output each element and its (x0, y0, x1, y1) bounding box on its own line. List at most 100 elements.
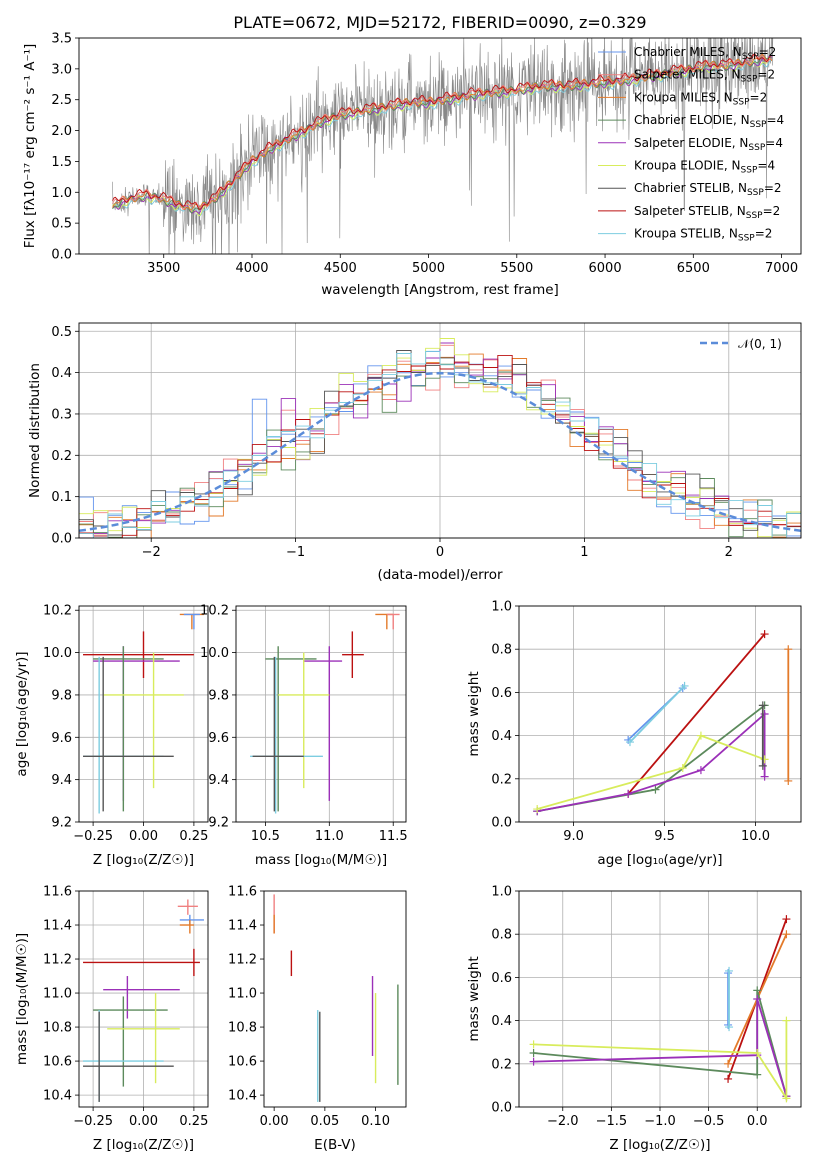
weight-marker (760, 630, 769, 639)
x-tick-label: −2 (142, 545, 161, 560)
weight-marker (696, 766, 705, 775)
panel-3: −0.25 0.00 0.25 9.2 9.4 9.6 9.8 10.0 10.2 Z [log₁… (14, 604, 209, 868)
panel-5: 9.0 9.5 10.0 0.0 0.2 0.4 0.6 0.8 1.0 age [log₁₀(a… (466, 600, 802, 868)
x-axis-label: age [log₁₀(age/yr)] (597, 852, 722, 868)
y-tick-label: 10.2 (200, 604, 229, 619)
y-axis-label: Flux [fλ10⁻¹⁷ erg cm⁻² s⁻¹ A⁻¹] (22, 44, 38, 249)
y-tick-label: 3.5 (51, 32, 72, 47)
weight-marker (782, 930, 791, 939)
legend-entry: Chabrier STELIB, NSSP=2 (634, 181, 782, 198)
y-axis-label: Normed distribution (27, 363, 43, 498)
y-tick-label: 9.8 (208, 688, 229, 703)
x-tick-label: 5000 (412, 261, 445, 276)
y-tick-label: 0.2 (51, 449, 72, 464)
y-tick-label: 1.0 (51, 186, 72, 201)
legend-entry: Salpeter ELODIE, NSSP=4 (634, 136, 783, 153)
x-tick-label: 11.5 (379, 829, 408, 844)
x-tick-label: 6000 (589, 261, 622, 276)
weight-marker (651, 785, 660, 794)
weight-marker (725, 1023, 734, 1032)
y-tick-label: 11.6 (43, 885, 72, 900)
y-tick-label: 0.0 (491, 816, 512, 831)
y-tick-label: 1.0 (491, 885, 512, 900)
x-tick-label: 11.0 (315, 829, 344, 844)
x-tick-label: 4000 (235, 261, 268, 276)
x-tick-label: 5500 (500, 261, 533, 276)
y-tick-label: 0.5 (51, 217, 72, 232)
y-tick-label: 0.8 (491, 643, 512, 658)
x-tick-label: −0.25 (73, 1114, 113, 1129)
legend-entry: Salpeter MILES, NSSP=2 (634, 68, 775, 85)
x-tick-label: −1 (286, 545, 305, 560)
legend-entry: Chabrier MILES, NSSP=2 (634, 45, 776, 62)
chart-title: PLATE=0672, MJD=52172, FIBERID=0090, z=0… (233, 13, 646, 32)
y-tick-label: 9.6 (208, 731, 229, 746)
weight-marker (753, 1049, 762, 1057)
x-axis-label: E(B-V) (314, 1137, 356, 1153)
weight-marker (724, 1074, 733, 1083)
y-tick-label: 0.1 (51, 490, 72, 505)
x-tick-label: 4500 (324, 261, 357, 276)
y-tick-label: 0.4 (51, 366, 72, 381)
weight-marker (724, 1059, 733, 1068)
y-axis-label: mass weight (466, 671, 482, 756)
x-tick-label: 2 (725, 545, 733, 560)
weight-marker (784, 776, 793, 785)
x-tick-label: −1.0 (644, 1114, 676, 1129)
x-tick-label: −0.25 (73, 829, 113, 844)
legend-entry: 𝒩(0, 1) (738, 337, 782, 351)
y-tick-label: 11.6 (228, 885, 257, 900)
y-tick-label: 1.0 (491, 600, 512, 615)
model-spectrum-salpeter_miles (112, 54, 773, 210)
y-tick-label: 9.6 (51, 731, 72, 746)
x-axis-label: mass [log₁₀(M/M☉)] (255, 852, 387, 868)
y-tick-label: 0.5 (51, 325, 72, 340)
x-tick-label: 0.0 (747, 1114, 768, 1129)
y-tick-label: 10.0 (200, 646, 229, 661)
weight-marker (753, 986, 762, 995)
y-tick-label: 0.3 (51, 407, 72, 422)
x-axis-label: wavelength [Angstrom, rest frame] (321, 282, 559, 298)
y-tick-label: 10.0 (43, 646, 72, 661)
weight-marker (678, 764, 687, 772)
y-tick-label: 9.8 (51, 688, 72, 703)
legend-entry: Kroupa ELODIE, NSSP=4 (634, 159, 775, 176)
axes-frame (78, 37, 802, 255)
y-tick-label: 0.0 (491, 1101, 512, 1116)
x-tick-label: 0.05 (310, 1114, 339, 1129)
weight-marker (529, 1057, 538, 1066)
y-tick-label: 0.0 (51, 532, 72, 547)
weight-marker (753, 1070, 762, 1079)
weight-line-kroupa_elodie (536, 734, 765, 810)
weight-marker (529, 1040, 538, 1049)
x-tick-label: 10.5 (251, 829, 280, 844)
y-tick-label: 10.6 (228, 1055, 257, 1070)
y-tick-label: 0.4 (491, 1014, 512, 1029)
panel-6: −0.25 0.00 0.25 10.4 10.6 10.8 11.0 11.2 11.4 11.… (14, 885, 209, 1153)
x-tick-label: 0.00 (260, 1114, 289, 1129)
y-tick-label: 11.0 (43, 987, 72, 1002)
legend-entry: Kroupa STELIB, NSSP=2 (634, 227, 772, 244)
x-tick-label: 9.5 (654, 829, 675, 844)
y-axis-label: mass weight (466, 956, 482, 1041)
x-tick-label: 3500 (147, 261, 180, 276)
y-tick-label: 10.8 (43, 1021, 72, 1036)
weight-marker (533, 805, 542, 814)
y-tick-label: 11.0 (228, 987, 257, 1002)
y-tick-label: 11.4 (43, 919, 72, 934)
weight-marker (760, 772, 769, 781)
y-tick-label: 0.6 (491, 971, 512, 986)
weight-line-salpeter_elodie (533, 998, 788, 1097)
x-tick-label: −1.5 (596, 1114, 628, 1129)
x-tick-label: 0.00 (129, 1114, 158, 1129)
y-tick-label: 11.4 (228, 919, 257, 934)
y-tick-label: 2.0 (51, 124, 72, 139)
weight-marker (624, 789, 633, 798)
weight-line-salpeter_stelib (627, 633, 766, 795)
y-tick-label: 3.0 (51, 62, 72, 77)
weight-line-salpeter_elodie (537, 712, 766, 813)
panel-7: 0.00 0.05 0.10 10.4 10.6 10.8 11.0 11.2 11.4 11.6… (228, 885, 407, 1153)
x-axis-label: Z [log₁₀(Z/Z☉)] (609, 1137, 710, 1153)
weight-line-kroupa_stelib (629, 685, 686, 743)
